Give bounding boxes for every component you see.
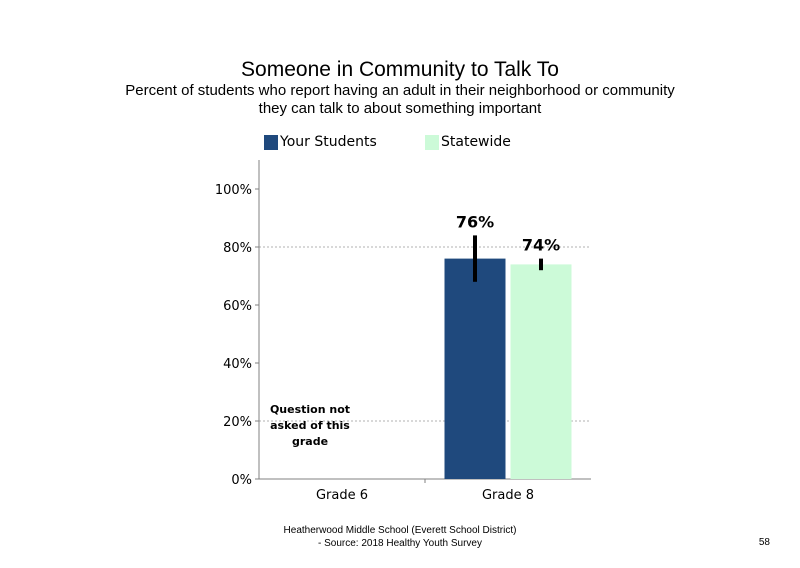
subtitle-line-1: Percent of students who report having an… bbox=[125, 82, 675, 99]
x-tick-label: Grade 6 bbox=[316, 488, 368, 503]
legend-swatch-your-students bbox=[264, 134, 278, 150]
data-label: 74% bbox=[522, 236, 560, 255]
legend-item-your-students: Your Students bbox=[264, 134, 377, 150]
y-tick-label: 100% bbox=[215, 183, 252, 198]
y-tick-label: 0% bbox=[231, 473, 252, 488]
page-number: 58 bbox=[758, 537, 770, 548]
bar-statewide-grade-8 bbox=[510, 264, 572, 479]
y-tick-label: 40% bbox=[223, 357, 252, 372]
subtitle-line-2: they can talk to about something importa… bbox=[258, 100, 542, 117]
data-label: 76% bbox=[456, 212, 494, 231]
x-tick-label: Grade 8 bbox=[482, 488, 534, 503]
legend-item-statewide: Statewide bbox=[425, 134, 511, 150]
y-tick-label: 20% bbox=[223, 415, 252, 430]
not-asked-note: Question not asked of this grade bbox=[269, 403, 351, 448]
chart-title: Someone in Community to Talk To bbox=[241, 58, 559, 81]
bar-your-students-grade-8 bbox=[444, 258, 506, 479]
legend-label-your-students: Your Students bbox=[280, 134, 377, 150]
chart-subtitle: Percent of students who report having an… bbox=[0, 82, 800, 118]
footer: Heatherwood Middle School (Everett Schoo… bbox=[240, 524, 560, 550]
y-tick-label: 60% bbox=[223, 299, 252, 314]
legend-label-statewide: Statewide bbox=[441, 134, 511, 150]
y-tick-label: 80% bbox=[223, 241, 252, 256]
footer-source: - Source: 2018 Healthy Youth Survey bbox=[318, 538, 482, 549]
legend-swatch-statewide bbox=[425, 134, 439, 150]
footer-school: Heatherwood Middle School (Everett Schoo… bbox=[283, 525, 517, 536]
